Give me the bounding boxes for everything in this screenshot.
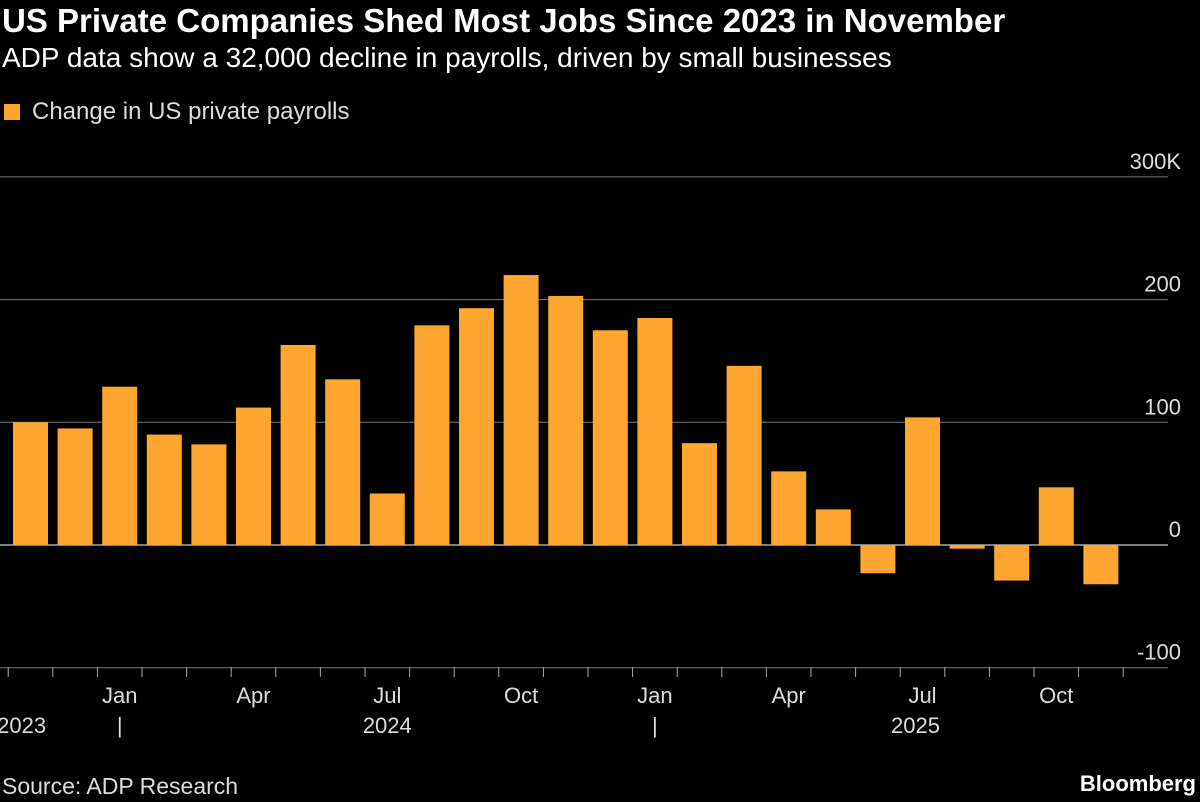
bar xyxy=(325,379,361,545)
bloomberg-logo: Bloomberg xyxy=(1079,771,1196,796)
year-label: 2023 xyxy=(0,713,46,738)
bar xyxy=(102,386,138,545)
x-tick-label: Jul xyxy=(373,683,401,708)
x-tick-label: Apr xyxy=(236,683,270,708)
bar xyxy=(994,545,1030,581)
x-tick-label: Jul xyxy=(908,683,936,708)
bar xyxy=(191,444,227,545)
y-tick-label: 0 xyxy=(1169,517,1181,542)
bar xyxy=(592,330,628,545)
y-tick-label: 300K xyxy=(1130,149,1182,174)
year-label: 2024 xyxy=(363,713,412,738)
chart-subtitle: ADP data show a 32,000 decline in payrol… xyxy=(2,42,892,73)
bar xyxy=(1038,487,1074,545)
legend-label: Change in US private payrolls xyxy=(32,98,350,125)
x-tick-label: Jan xyxy=(102,683,137,708)
x-tick-label: Jan xyxy=(637,683,672,708)
bar xyxy=(815,509,851,545)
year-label: 2025 xyxy=(891,713,940,738)
bar xyxy=(57,428,93,545)
x-tick-label: Oct xyxy=(504,683,538,708)
bar xyxy=(860,545,896,574)
legend: Change in US private payrolls xyxy=(4,98,350,126)
bar xyxy=(548,295,584,545)
bar xyxy=(459,308,494,545)
bar xyxy=(369,493,405,545)
bar xyxy=(503,275,539,545)
chart-title: US Private Companies Shed Most Jobs Sinc… xyxy=(2,2,1006,39)
bar xyxy=(771,471,807,545)
x-tick-label: Oct xyxy=(1039,683,1073,708)
x-tick-label: Apr xyxy=(772,683,806,708)
year-separator: | xyxy=(652,713,658,738)
bar xyxy=(637,318,673,545)
year-separator: | xyxy=(117,713,123,738)
source-note: Source: ADP Research xyxy=(2,773,239,799)
bar xyxy=(13,422,48,545)
bar xyxy=(280,344,316,545)
bar xyxy=(1083,545,1119,585)
bar xyxy=(726,365,762,545)
bar xyxy=(146,434,182,545)
bar xyxy=(905,417,940,545)
bar xyxy=(682,443,717,545)
y-tick-label: 100 xyxy=(1144,394,1181,419)
y-tick-label: -100 xyxy=(1137,640,1181,665)
legend-swatch xyxy=(4,104,20,120)
bar xyxy=(414,325,450,545)
bar xyxy=(236,407,271,545)
bar xyxy=(949,545,985,549)
y-tick-label: 200 xyxy=(1144,272,1181,297)
